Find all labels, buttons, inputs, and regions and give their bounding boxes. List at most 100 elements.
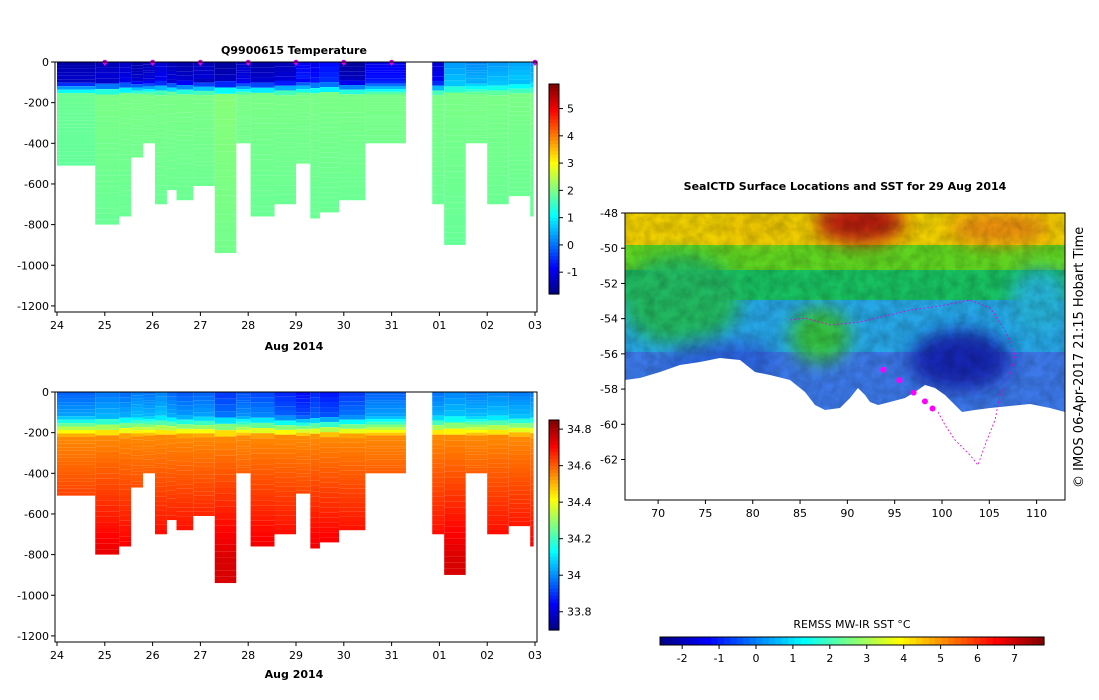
profile-cast-9-layer [214, 81, 237, 88]
profile-cast-13-layer [296, 95, 311, 100]
profile-cast-5-layer [154, 109, 167, 115]
profile-cast-14-layer [310, 93, 320, 99]
profile-cast-9-layer [214, 563, 237, 571]
profile-cast-7-layer [176, 131, 194, 136]
colorbar-segment [549, 560, 559, 565]
colorbar-segment [756, 637, 763, 645]
profile-cast-17-layer [365, 129, 406, 133]
profile-cast-11-layer [250, 407, 275, 413]
profile-cast-11-layer [250, 438, 275, 444]
profile-cast-2-layer [119, 489, 132, 495]
profile-cast-15-layer [319, 472, 340, 478]
profile-cast-19-layer [444, 410, 466, 417]
profile-cast-5-layer [154, 190, 167, 195]
profile-cast-9-layer [214, 221, 237, 228]
profile-cast-23-layer [530, 149, 534, 155]
profile-cast-5-layer [154, 410, 167, 416]
profile-cast-21-layer [487, 76, 509, 81]
profile-cast-11-layer [250, 505, 275, 511]
profile-cast-8-layer [193, 107, 215, 112]
map-y-tick-label: -52 [600, 277, 618, 290]
profile-cast-17-layer [365, 99, 406, 103]
profile-cast-1-layer [95, 175, 120, 182]
profile-cast-13-layer [296, 459, 311, 464]
profile-cast-17-layer [365, 108, 406, 111]
profile-cast-16-layer [339, 479, 366, 485]
profile-cast-1-layer [95, 132, 120, 138]
profile-cast-16-layer [339, 433, 366, 439]
profile-cast-2-layer [119, 180, 132, 186]
profile-cast-6-layer [166, 392, 177, 397]
profile-cast-12-layer [274, 401, 296, 407]
profile-cast-12-layer [274, 128, 296, 134]
profile-cast-6-layer [166, 460, 177, 465]
profile-cast-2-layer [119, 453, 132, 459]
profile-cast-2-layer [119, 113, 132, 119]
colorbar-segment [549, 245, 559, 250]
profile-cast-17-layer [365, 419, 406, 422]
profile-cast-8-layer [193, 90, 215, 96]
profile-cast-1-layer [95, 164, 120, 171]
profile-cast-3-layer [131, 442, 144, 447]
profile-cast-23-layer [530, 201, 534, 207]
profile-cast-20-layer [465, 62, 488, 65]
x-tick-label: 24 [50, 319, 64, 332]
profile-cast-16-layer [339, 126, 366, 132]
profile-cast-13-layer [296, 446, 311, 450]
profile-cast-19-layer [444, 544, 466, 551]
profile-cast-2-layer [119, 448, 132, 454]
profile-cast-19-layer [444, 141, 466, 148]
profile-cast-11-layer [250, 185, 275, 191]
colorbar-segment [549, 444, 559, 449]
profile-cast-0-layer [57, 402, 96, 406]
profile-cast-13-layer [296, 442, 311, 447]
profile-cast-13-layer [296, 150, 311, 154]
profile-cast-21-layer [487, 501, 509, 506]
profile-cast-18-layer [432, 458, 445, 464]
profile-cast-15-layer [319, 512, 340, 518]
colorbar-segment [704, 637, 712, 645]
profile-cast-15-layer [319, 172, 340, 178]
colorbar-segment [730, 637, 738, 645]
profile-cast-23-layer [530, 123, 534, 129]
profile-cast-11-layer [250, 134, 275, 140]
profile-cast-6-layer [166, 143, 177, 148]
profile-cast-7-layer [176, 181, 194, 187]
profile-cast-9-layer [214, 233, 237, 241]
profile-cast-22-layer [508, 97, 531, 103]
colorbar-segment [999, 637, 1007, 645]
profile-cast-17-layer [365, 459, 406, 463]
profile-cast-3-layer [131, 477, 144, 482]
profile-cast-18-layer [432, 166, 445, 172]
profile-cast-16-layer [339, 392, 366, 397]
profile-cast-17-layer [365, 410, 406, 414]
profile-cast-19-layer [444, 471, 466, 478]
profile-cast-4-layer [143, 99, 155, 103]
profile-cast-22-layer [508, 115, 531, 121]
profile-cast-22-layer [508, 503, 531, 509]
profile-cast-3-layer [131, 439, 144, 443]
profile-cast-23-layer [530, 428, 534, 434]
profile-cast-20-layer [465, 91, 488, 95]
profile-cast-10-layer [236, 118, 251, 122]
profile-cast-16-layer [339, 474, 366, 480]
map-y-tick-label: -62 [600, 454, 618, 467]
profile-cast-14-layer [310, 114, 320, 120]
profile-cast-3-layer [131, 81, 144, 85]
profile-cast-16-layer [339, 396, 366, 402]
profile-cast-16-layer [339, 103, 366, 109]
profile-cast-12-layer [274, 496, 296, 502]
colorbar-segment [948, 637, 955, 645]
profile-cast-16-layer [339, 135, 366, 141]
profile-cast-19-layer [444, 232, 466, 239]
profile-cast-15-layer [319, 437, 340, 443]
profile-cast-6-layer [166, 100, 177, 105]
profile-cast-20-layer [465, 75, 488, 79]
profile-cast-22-layer [508, 75, 531, 80]
profile-cast-23-layer [530, 422, 534, 429]
profile-cast-5-layer [154, 420, 167, 426]
profile-cast-5-layer [154, 425, 167, 430]
profile-cast-7-layer [176, 85, 194, 90]
profile-cast-16-layer [339, 75, 366, 81]
profile-cast-6-layer [166, 96, 177, 101]
